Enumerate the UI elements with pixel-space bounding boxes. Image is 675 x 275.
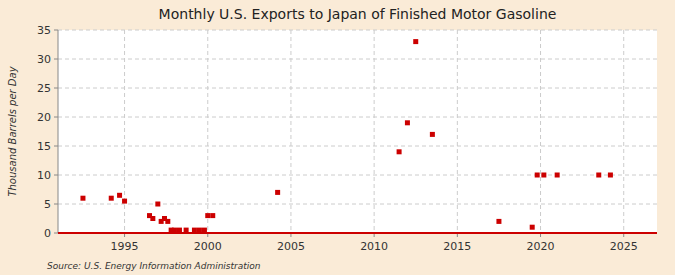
point [197,228,202,233]
point [165,219,170,224]
point [109,196,114,201]
y-tick [54,30,58,31]
point [555,173,560,178]
point [80,196,85,201]
point [177,228,182,233]
point [413,39,418,44]
x-grid-line [290,30,291,233]
y-grid-line [58,88,657,89]
axes: 0510152025303519952000200520102015202020… [37,24,657,253]
point [496,219,501,224]
y-tick [54,175,58,176]
point [155,202,160,207]
y-grid-line [58,146,657,147]
y-grid-line [58,59,657,60]
y-axis-label: Thousand Barrels per Day [7,65,18,196]
grid [58,30,657,233]
x-grid-line [457,30,458,233]
y-tick [54,233,58,234]
y-grid-line [58,233,657,234]
points [80,39,612,233]
point [122,199,127,204]
x-tick-label: 2020 [527,240,555,253]
y-tick-label: 15 [37,140,51,153]
y-tick-label: 20 [37,111,51,124]
point [172,228,177,233]
x-tick-label: 2015 [443,240,471,253]
chart: 0510152025303519952000200520102015202020… [0,0,675,275]
title: Monthly U.S. Exports to Japan of Finishe… [159,6,557,22]
y-tick-label: 0 [44,227,51,240]
x-axis-line [58,232,657,234]
point [117,193,122,198]
x-tick-label: 2025 [610,240,638,253]
x-tick-label: 1995 [111,240,139,253]
point [608,173,613,178]
y-tick-label: 10 [37,169,51,182]
plot-area [58,30,657,233]
x-grid-line [623,30,624,233]
point [192,228,197,233]
point [205,213,210,218]
x-grid-line [540,30,541,233]
y-grid-line [58,30,657,31]
point [405,120,410,125]
y-tick [54,88,58,89]
y-grid-line [58,204,657,205]
point [210,213,215,218]
y-tick [54,59,58,60]
x-tick-label: 2005 [277,240,305,253]
point [541,173,546,178]
y-axis-line [58,30,59,233]
point [530,225,535,230]
x-grid-line [374,30,375,233]
y-tick [54,204,58,205]
point [275,190,280,195]
point [397,149,402,154]
source: Source: U.S. Energy Information Administ… [47,261,261,271]
y-tick-label: 25 [37,82,51,95]
point [184,228,189,233]
y-grid-line [58,175,657,176]
y-tick [54,117,58,118]
point [430,132,435,137]
point [535,173,540,178]
point [150,216,155,221]
y-tick-label: 5 [44,198,51,211]
y-grid-line [58,117,657,118]
y-tick-label: 30 [37,53,51,66]
x-grid-line [207,30,208,233]
point [202,228,207,233]
point [596,173,601,178]
x-tick-label: 2000 [194,240,222,253]
y-tick-label: 35 [37,24,51,37]
x-tick-label: 2010 [360,240,388,253]
y-tick [54,146,58,147]
